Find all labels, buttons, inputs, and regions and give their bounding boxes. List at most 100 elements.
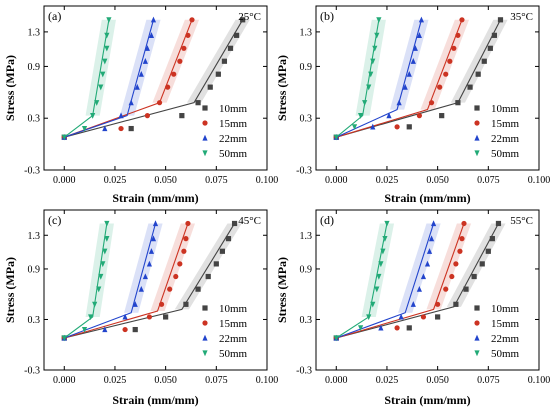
data-point-15mm xyxy=(428,100,435,106)
legend-label: 10mm xyxy=(219,103,248,115)
fit-line-10mm xyxy=(64,223,236,339)
y-axis-label: Stress (MPa) xyxy=(275,257,289,323)
data-point-10mm xyxy=(406,325,412,331)
x-axis-label: Strain (mm/mm) xyxy=(384,393,470,407)
data-point-10mm xyxy=(195,100,201,106)
data-point-10mm xyxy=(183,301,189,307)
data-point-10mm xyxy=(463,286,469,292)
legend-label: 22mm xyxy=(491,333,520,345)
x-tick-label: 0.025 xyxy=(376,175,399,186)
x-tick-label: 0.000 xyxy=(53,375,76,386)
legend-marker-50mm xyxy=(474,150,480,157)
data-point-22mm xyxy=(146,260,153,267)
data-point-10mm xyxy=(207,84,213,90)
data-point-22mm xyxy=(138,70,144,77)
x-tick-label: 0.050 xyxy=(426,375,449,386)
data-point-15mm xyxy=(459,17,465,23)
y-tick-label: 0.9 xyxy=(28,62,41,73)
legend-label: 50mm xyxy=(491,148,520,160)
x-axis-label: Strain (mm/mm) xyxy=(384,191,470,205)
x-tick-label: 0.100 xyxy=(528,375,550,386)
data-point-50mm xyxy=(90,113,96,119)
data-point-15mm xyxy=(177,58,183,64)
legend-label: 22mm xyxy=(491,133,520,145)
data-point-22mm xyxy=(102,326,108,333)
x-axis-label: Strain (mm/mm) xyxy=(112,191,198,205)
data-point-10mm xyxy=(471,273,477,280)
data-point-10mm xyxy=(489,236,495,242)
y-axis-label: Stress (MPa) xyxy=(275,55,289,121)
fit-line-50mm xyxy=(63,223,108,339)
data-point-10mm xyxy=(439,113,445,119)
data-point-50mm xyxy=(98,273,104,280)
data-point-22mm xyxy=(122,313,128,320)
legend-marker-22mm xyxy=(202,134,208,141)
data-point-15mm xyxy=(435,301,441,307)
temperature-label: 25°C xyxy=(238,11,261,23)
legend-label: 10mm xyxy=(491,303,520,315)
y-tick-label: 0.9 xyxy=(300,264,313,275)
x-tick-label: 0.075 xyxy=(205,175,228,186)
data-point-10mm xyxy=(179,113,185,119)
panel-label: (b) xyxy=(320,9,334,23)
data-point-10mm xyxy=(485,248,491,254)
data-point-50mm xyxy=(382,236,388,242)
data-point-10mm xyxy=(132,326,138,333)
data-point-15mm xyxy=(144,113,150,119)
data-point-10mm xyxy=(213,261,219,267)
data-point-22mm xyxy=(416,285,422,292)
legend-marker-15mm xyxy=(474,320,480,326)
data-point-15mm xyxy=(443,71,449,77)
data-point-15mm xyxy=(167,286,173,292)
temperature-label: 45°C xyxy=(238,215,261,227)
data-point-15mm xyxy=(457,248,463,254)
data-point-15mm xyxy=(185,220,191,227)
data-point-22mm xyxy=(410,58,416,64)
y-axis-label: Stress (MPa) xyxy=(3,257,17,323)
data-point-10mm xyxy=(227,45,234,51)
data-point-50mm xyxy=(61,335,67,342)
data-point-10mm xyxy=(163,314,169,320)
data-point-22mm xyxy=(150,235,157,242)
data-point-10mm xyxy=(225,236,232,242)
y-tick-label: 0.3 xyxy=(28,315,41,326)
data-point-10mm xyxy=(406,124,412,130)
x-tick-label: 0.100 xyxy=(256,175,279,186)
data-point-50mm xyxy=(81,125,88,132)
panel-label: (c) xyxy=(48,213,61,227)
legend-marker-50mm xyxy=(202,350,208,357)
data-point-15mm xyxy=(156,100,163,106)
legend-label: 10mm xyxy=(219,303,248,315)
fit-line-50mm xyxy=(335,19,380,138)
data-point-10mm xyxy=(233,32,240,38)
y-tick-label: 1.3 xyxy=(300,27,313,38)
y-tick-label: 0.9 xyxy=(300,62,313,73)
x-tick-label: 0.000 xyxy=(325,375,348,386)
data-point-22mm xyxy=(406,70,412,77)
legend-marker-15mm xyxy=(202,320,208,326)
data-point-22mm xyxy=(412,45,418,51)
y-tick-label: -0.3 xyxy=(296,166,312,177)
data-point-22mm xyxy=(152,220,159,227)
data-point-22mm xyxy=(428,235,435,242)
legend-marker-50mm xyxy=(202,150,208,157)
data-point-22mm xyxy=(134,83,140,90)
fit-line-10mm xyxy=(64,19,244,138)
x-tick-label: 0.075 xyxy=(205,375,228,386)
data-point-50mm xyxy=(351,124,358,131)
data-point-50mm xyxy=(104,45,110,52)
legend-marker-22mm xyxy=(474,334,480,341)
legend-marker-10mm xyxy=(474,105,480,111)
data-point-15mm xyxy=(146,314,153,320)
data-point-50mm xyxy=(366,84,372,91)
panel-label: (a) xyxy=(48,9,61,23)
data-point-50mm xyxy=(104,236,110,242)
y-tick-label: 1.3 xyxy=(28,27,41,38)
x-tick-label: 0.000 xyxy=(325,175,348,186)
data-point-10mm xyxy=(455,100,461,106)
data-point-22mm xyxy=(142,58,148,64)
data-point-22mm xyxy=(386,112,392,119)
data-point-50mm xyxy=(374,32,380,39)
data-point-15mm xyxy=(394,124,400,130)
